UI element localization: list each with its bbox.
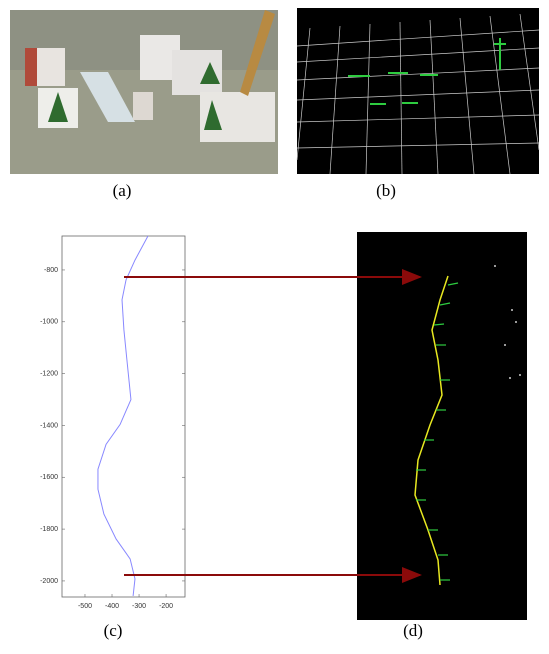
photo-panel [10, 10, 278, 174]
x-tick-label: -400 [105, 603, 119, 610]
y-tick-label: -2000 [40, 578, 58, 585]
y-tick-label: -1400 [40, 422, 58, 429]
y-tick-label: -1200 [40, 370, 58, 377]
plot: -800 -1000 -1200 -1400 -1600 -1800 -2000 -500 -4… [40, 235, 185, 610]
y-tick-label: -1000 [40, 319, 58, 326]
x-tick-label: -200 [159, 603, 173, 610]
x-tick-label: -300 [132, 603, 146, 610]
trajectory-panel [357, 232, 527, 620]
x-tick-label: -500 [78, 603, 92, 610]
y-tick-label: -1800 [40, 526, 58, 533]
y-tick-label: -1600 [40, 474, 58, 481]
caption: (a) [113, 181, 132, 200]
grid-panel [296, 8, 540, 175]
line [97, 235, 149, 597]
caption: (d) [403, 621, 423, 640]
caption: (b) [376, 181, 396, 200]
y-tick-label: -800 [44, 267, 58, 274]
caption: (c) [104, 621, 123, 640]
